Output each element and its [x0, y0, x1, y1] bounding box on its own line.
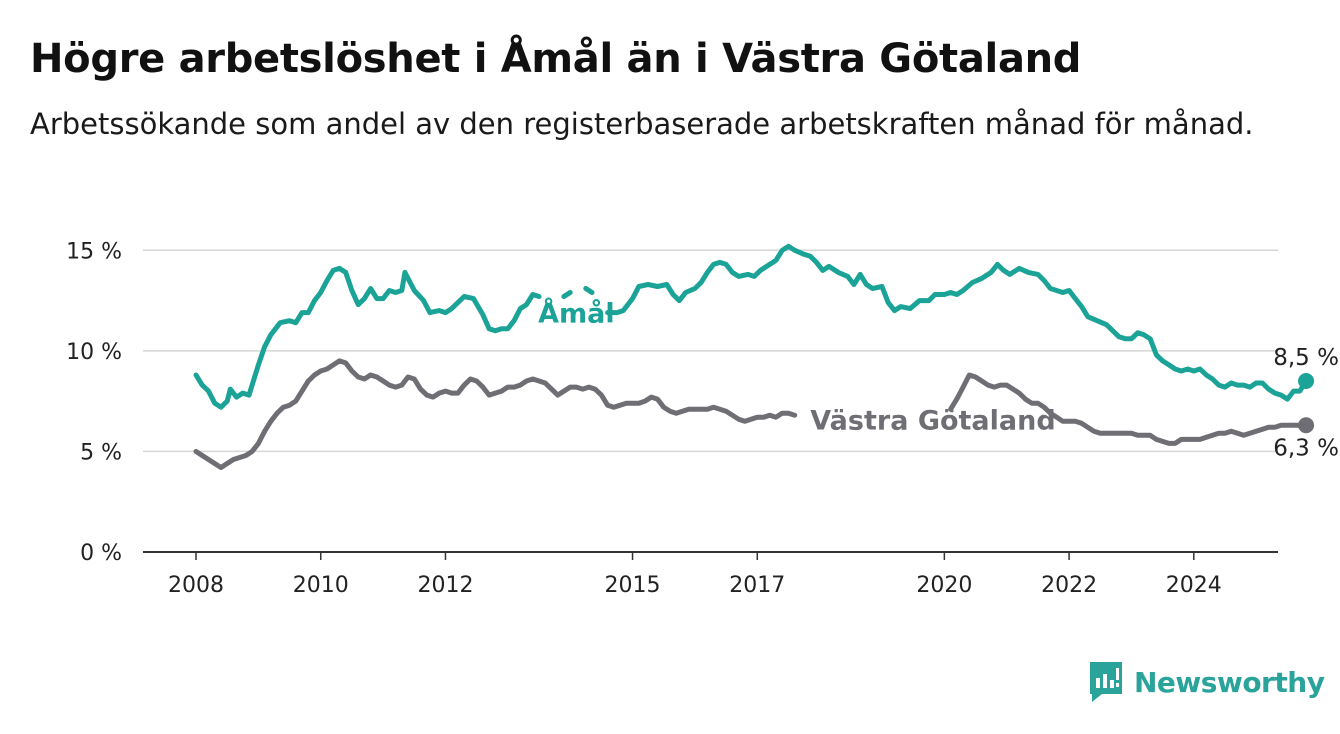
- x-tick-label: 2024: [1166, 573, 1222, 598]
- series-lines: [193, 243, 1315, 470]
- series-name-label: Västra Götaland: [810, 405, 1055, 436]
- y-tick-label: 15 %: [66, 239, 122, 264]
- y-axis: 0 % 5 % 10 % 15 %: [66, 239, 122, 566]
- x-axis: 2008 2010 2012 2015 2017 2020 2022 2024: [168, 552, 1222, 598]
- series-end-point: [1298, 373, 1315, 390]
- x-tick-label: 2012: [417, 573, 473, 598]
- series-end-label: 8,5 %: [1273, 345, 1339, 371]
- newsworthy-bar-chart-icon: [1090, 662, 1122, 702]
- grid-lines: [143, 249, 1278, 553]
- series-line: [193, 358, 1309, 470]
- series-end-label: 6,3 %: [1273, 435, 1339, 461]
- series-end-point: [1298, 417, 1315, 434]
- y-tick-label: 5 %: [80, 440, 122, 465]
- series-labels: 8,5 % Åmål 6,3 % Västra Götaland: [538, 298, 1339, 462]
- series-name-label: Åmål: [538, 298, 615, 330]
- chart-title: Högre arbetslöshet i Åmål än i Västra Gö…: [30, 36, 1082, 82]
- series-line: [193, 243, 1309, 410]
- y-tick-label: 0 %: [80, 541, 122, 566]
- brand-name: Newsworthy: [1134, 665, 1325, 699]
- x-tick-label: 2008: [168, 573, 224, 598]
- x-tick-label: 2022: [1041, 573, 1097, 598]
- chart-subtitle: Arbetssökande som andel av den registerb…: [30, 107, 1254, 141]
- x-tick-label: 2015: [605, 573, 661, 598]
- x-tick-label: 2010: [293, 573, 349, 598]
- x-tick-label: 2020: [916, 573, 972, 598]
- y-tick-label: 10 %: [66, 340, 122, 365]
- newsworthy-logo: Newsworthy: [1088, 660, 1325, 704]
- x-tick-label: 2017: [729, 573, 785, 598]
